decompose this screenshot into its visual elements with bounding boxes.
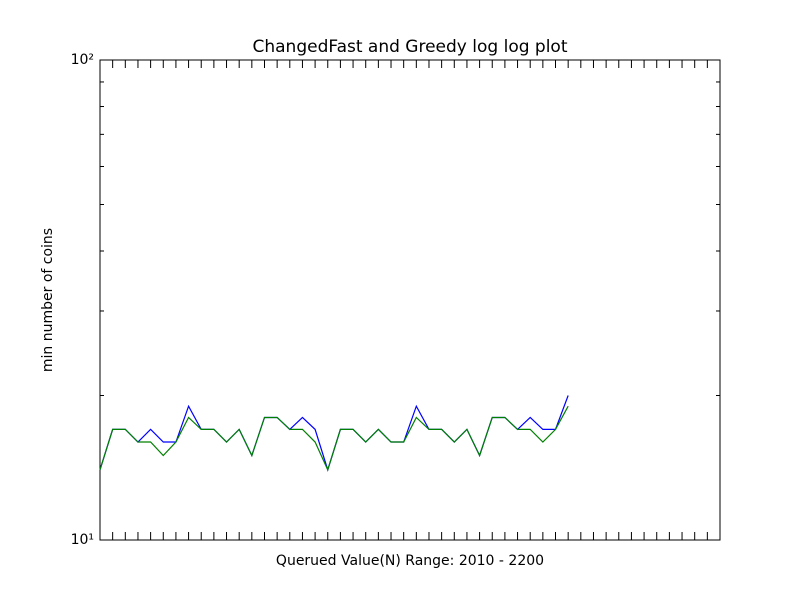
plot-frame [99, 59, 721, 541]
series-line [99, 405, 569, 472]
y-tick-label: 10¹ [71, 532, 94, 548]
y-axis-label: min number of coins [40, 228, 56, 372]
x-axis-label: Querued Value(N) Range: 2010 - 2200 [276, 553, 544, 569]
y-tick-label: 10² [71, 52, 94, 68]
chart-title: ChangedFast and Greedy log log plot [252, 37, 567, 57]
